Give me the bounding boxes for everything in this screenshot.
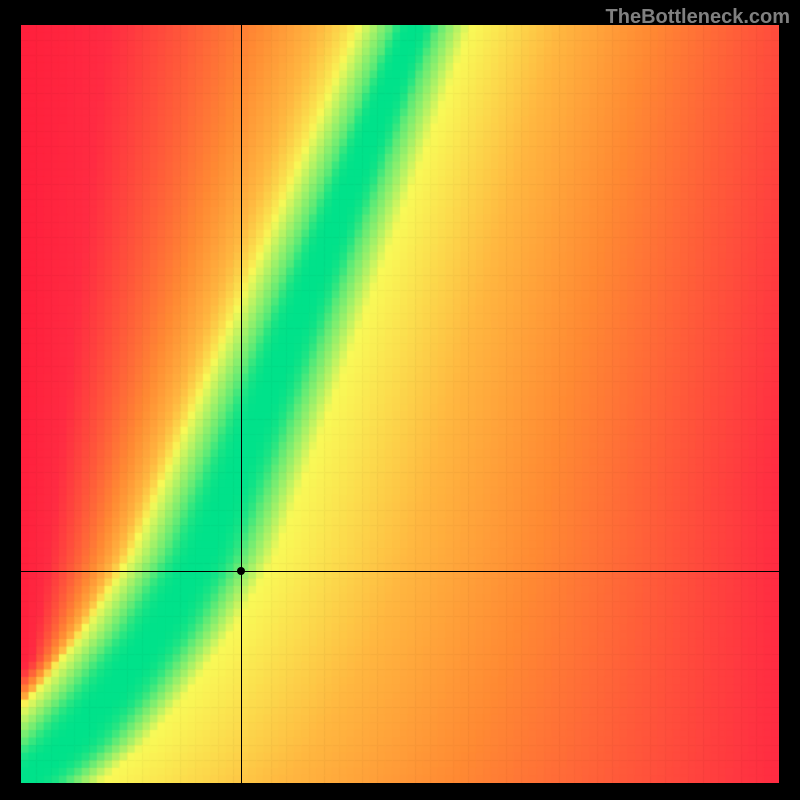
crosshair-horizontal <box>21 571 779 572</box>
watermark-text: TheBottleneck.com <box>606 6 790 29</box>
heatmap-canvas <box>21 25 779 783</box>
plot-area <box>21 25 779 783</box>
crosshair-dot <box>237 567 245 575</box>
crosshair-vertical <box>241 25 242 783</box>
figure-container: TheBottleneck.com <box>0 0 800 800</box>
